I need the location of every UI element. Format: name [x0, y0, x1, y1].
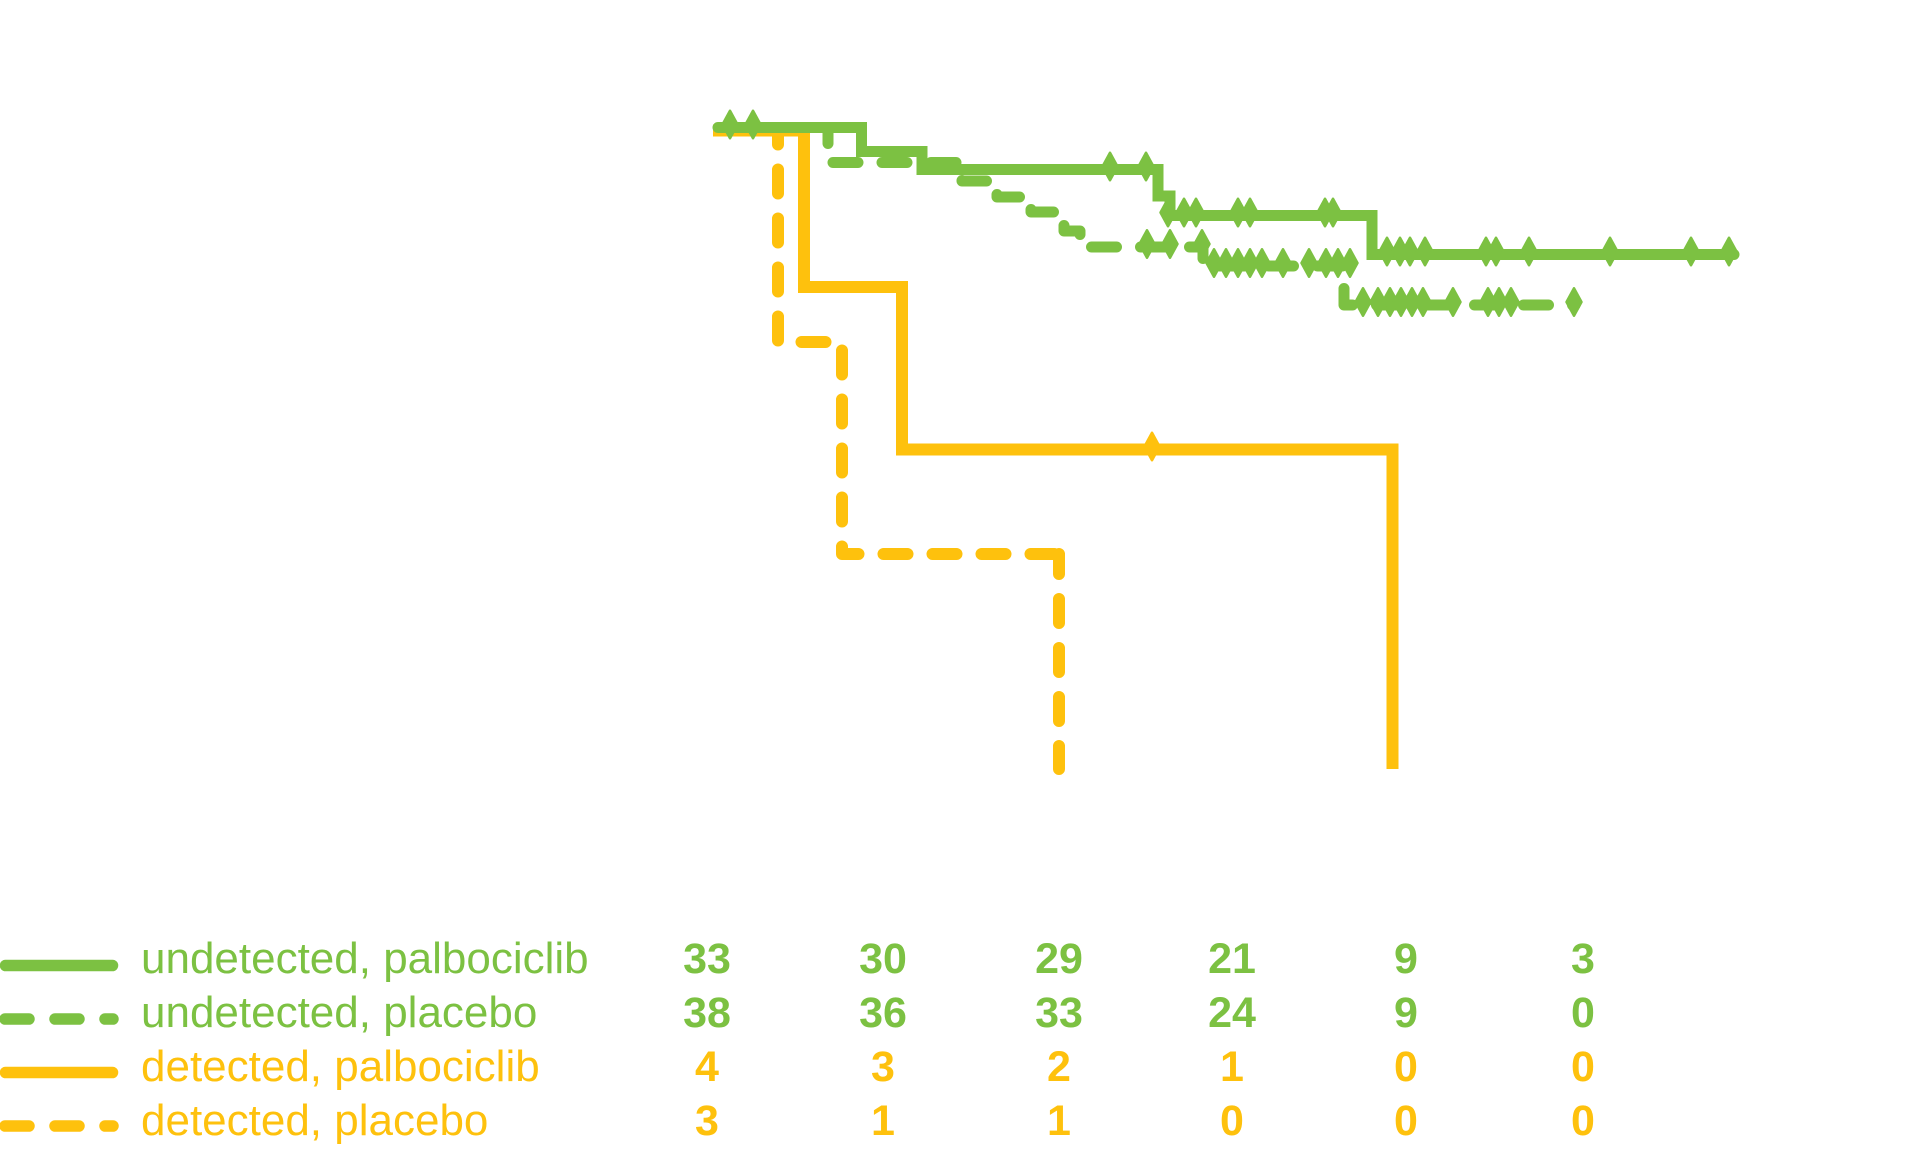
svg-text:33: 33 — [683, 935, 731, 983]
svg-text:0: 0 — [1571, 989, 1595, 1037]
svg-text:0: 0 — [1571, 1097, 1595, 1145]
svg-text:0: 0 — [1571, 1043, 1595, 1091]
svg-text:36: 36 — [859, 989, 907, 1037]
svg-text:0: 0 — [1394, 1097, 1418, 1145]
svg-text:4: 4 — [695, 1043, 719, 1091]
svg-text:1: 1 — [1220, 1043, 1244, 1091]
svg-text:undetected, placebo: undetected, placebo — [141, 988, 537, 1037]
svg-text:1: 1 — [1047, 1097, 1071, 1145]
svg-text:29: 29 — [1035, 935, 1083, 983]
svg-text:1: 1 — [871, 1097, 895, 1145]
svg-text:3: 3 — [1571, 935, 1595, 983]
svg-text:3: 3 — [695, 1097, 719, 1145]
svg-text:21: 21 — [1208, 935, 1256, 983]
svg-text:detected, palbociclib: detected, palbociclib — [141, 1042, 540, 1091]
svg-text:9: 9 — [1394, 989, 1418, 1037]
svg-text:undetected, palbociclib: undetected, palbociclib — [141, 934, 589, 983]
svg-text:detected, placebo: detected, placebo — [141, 1096, 488, 1145]
svg-text:2: 2 — [1047, 1043, 1071, 1091]
svg-text:0: 0 — [1220, 1097, 1244, 1145]
svg-text:24: 24 — [1208, 989, 1256, 1037]
svg-text:0: 0 — [1394, 1043, 1418, 1091]
svg-text:38: 38 — [683, 989, 731, 1037]
svg-text:30: 30 — [859, 935, 907, 983]
svg-text:33: 33 — [1035, 989, 1083, 1037]
svg-text:3: 3 — [871, 1043, 895, 1091]
svg-text:9: 9 — [1394, 935, 1418, 983]
